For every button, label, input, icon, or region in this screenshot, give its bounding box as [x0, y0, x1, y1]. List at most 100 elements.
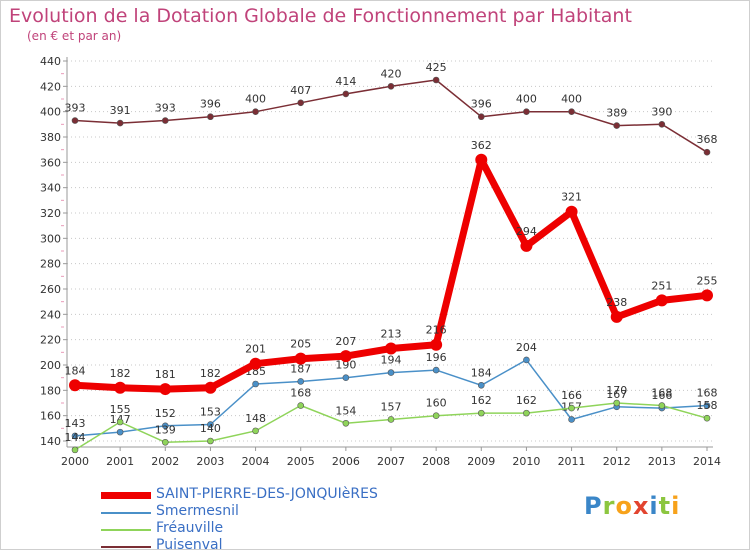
- chart-subtitle: (en € et par an): [27, 29, 122, 43]
- data-label-puisenval-2004: 400: [245, 93, 266, 106]
- data-label-puisenval-2008: 425: [426, 61, 447, 74]
- logo-letter: i: [649, 492, 659, 520]
- logo-letter: x: [632, 492, 650, 520]
- data-point-fr-auville-2000: [71, 446, 79, 454]
- logo-letter: o: [615, 492, 633, 520]
- data-label-smermesnil-2008: 196: [426, 351, 447, 364]
- data-point-fr-auville-2008: [432, 412, 440, 419]
- data-label-fr-auville-2008: 160: [426, 397, 447, 410]
- data-label-smermesnil-2000: 143: [65, 417, 86, 430]
- data-point-fr-auville-2004: [252, 427, 259, 435]
- data-point-puisenval-2008: [432, 76, 440, 84]
- data-label-saint-pierre-des-jonqui-res-2001: 182: [110, 367, 131, 380]
- data-point-puisenval-2001: [116, 119, 124, 127]
- y-tick-label-400: 400: [40, 106, 61, 119]
- data-point-saint-pierre-des-jonqui-res-2012: [610, 310, 623, 323]
- data-label-puisenval-2011: 400: [561, 93, 582, 106]
- y-tick-label-280: 280: [40, 258, 61, 271]
- x-tick-label-2010: 2010: [512, 455, 540, 468]
- x-tick-label-2014: 2014: [693, 455, 721, 468]
- data-point-puisenval-2000: [71, 117, 79, 124]
- data-label-saint-pierre-des-jonqui-res-2011: 321: [561, 191, 582, 204]
- legend-label-fr-auville: Fréauville: [156, 520, 224, 536]
- data-point-puisenval-2013: [658, 121, 666, 128]
- data-label-smermesnil-2002: 152: [155, 407, 176, 420]
- proxiti-logo: Proxiti: [584, 492, 680, 520]
- data-point-fr-auville-2001: [116, 418, 124, 426]
- data-label-puisenval-2007: 420: [381, 67, 402, 80]
- legend-swatch-fr-auville: [101, 529, 151, 531]
- chart-title: Evolution de la Dotation Globale de Fonc…: [9, 5, 632, 27]
- legend-label-puisenval: Puisenval: [156, 537, 223, 553]
- y-tick-label-380: 380: [40, 131, 61, 144]
- data-label-smermesnil-2006: 190: [335, 359, 356, 372]
- data-label-fr-auville-2004: 148: [245, 412, 266, 425]
- data-point-smermesnil-2007: [387, 369, 395, 376]
- data-label-smermesnil-2010: 204: [516, 341, 537, 354]
- x-tick-label-2011: 2011: [558, 455, 586, 468]
- legend-swatch-smermesnil: [101, 512, 151, 514]
- data-label-fr-auville-2014: 158: [697, 399, 718, 412]
- data-label-puisenval-2010: 400: [516, 93, 537, 106]
- data-point-smermesnil-2005: [297, 378, 305, 385]
- data-label-saint-pierre-des-jonqui-res-2013: 251: [651, 279, 672, 292]
- data-point-saint-pierre-des-jonqui-res-2004: [249, 357, 262, 370]
- data-point-fr-auville-2010: [523, 409, 530, 417]
- data-point-puisenval-2009: [477, 113, 485, 121]
- data-label-smermesnil-2009: 184: [471, 366, 492, 379]
- logo-letter: r: [602, 492, 616, 520]
- data-label-puisenval-2014: 368: [697, 133, 718, 146]
- y-tick-label-160: 160: [40, 410, 61, 423]
- legend-swatch-puisenval: [101, 546, 151, 548]
- x-tick-label-2001: 2001: [106, 455, 134, 468]
- data-label-fr-auville-2001: 155: [110, 403, 131, 416]
- data-label-fr-auville-2012: 170: [606, 384, 627, 397]
- data-label-puisenval-2005: 407: [290, 84, 311, 97]
- data-label-fr-auville-2010: 162: [516, 394, 537, 407]
- data-label-smermesnil-2012: 167: [606, 388, 627, 401]
- data-point-smermesnil-2000: [71, 432, 79, 440]
- data-point-saint-pierre-des-jonqui-res-2000: [69, 379, 81, 392]
- data-point-saint-pierre-des-jonqui-res-2006: [339, 350, 352, 363]
- data-point-puisenval-2003: [207, 113, 214, 121]
- data-point-saint-pierre-des-jonqui-res-2014: [701, 289, 713, 302]
- data-point-smermesnil-2003: [207, 421, 214, 428]
- data-point-puisenval-2004: [252, 108, 259, 115]
- data-label-saint-pierre-des-jonqui-res-2010: 294: [516, 225, 537, 238]
- data-point-smermesnil-2002: [161, 422, 169, 430]
- data-label-smermesnil-2013: 166: [651, 389, 672, 402]
- y-tick-label-200: 200: [40, 359, 61, 372]
- y-tick-label-240: 240: [40, 308, 61, 321]
- data-label-puisenval-2012: 389: [606, 107, 627, 120]
- x-tick-label-2006: 2006: [332, 455, 360, 468]
- data-label-puisenval-2013: 390: [651, 105, 672, 118]
- x-tick-label-2008: 2008: [422, 455, 450, 468]
- data-label-puisenval-2002: 393: [155, 102, 176, 115]
- data-label-fr-auville-2002: 139: [155, 423, 176, 436]
- data-label-smermesnil-2005: 187: [290, 362, 311, 375]
- x-tick-label-2005: 2005: [287, 455, 315, 468]
- data-point-puisenval-2012: [613, 122, 621, 129]
- legend-swatch-saint-pierre-des-jonqui-res: [101, 492, 151, 499]
- data-point-saint-pierre-des-jonqui-res-2005: [294, 352, 307, 365]
- data-point-puisenval-2007: [387, 83, 395, 90]
- data-label-puisenval-2003: 396: [200, 98, 221, 111]
- y-tick-label-320: 320: [40, 207, 61, 220]
- data-label-saint-pierre-des-jonqui-res-2007: 213: [381, 328, 402, 341]
- data-point-saint-pierre-des-jonqui-res-2007: [385, 342, 397, 355]
- data-label-saint-pierre-des-jonqui-res-2000: 184: [65, 364, 86, 377]
- data-point-puisenval-2010: [523, 108, 530, 115]
- data-label-saint-pierre-des-jonqui-res-2002: 181: [155, 368, 176, 381]
- data-label-fr-auville-2005: 168: [290, 387, 311, 400]
- data-label-fr-auville-2007: 157: [381, 400, 402, 413]
- data-point-saint-pierre-des-jonqui-res-2002: [159, 383, 172, 396]
- y-tick-label-420: 420: [40, 80, 61, 93]
- data-point-puisenval-2005: [297, 99, 305, 107]
- data-label-fr-auville-2011: 166: [561, 389, 582, 402]
- data-label-saint-pierre-des-jonqui-res-2014: 255: [697, 274, 718, 287]
- data-label-fr-auville-2013: 168: [651, 387, 672, 400]
- data-label-fr-auville-2006: 154: [335, 404, 356, 417]
- logo-letter: P: [584, 492, 603, 520]
- y-tick-label-300: 300: [40, 232, 61, 245]
